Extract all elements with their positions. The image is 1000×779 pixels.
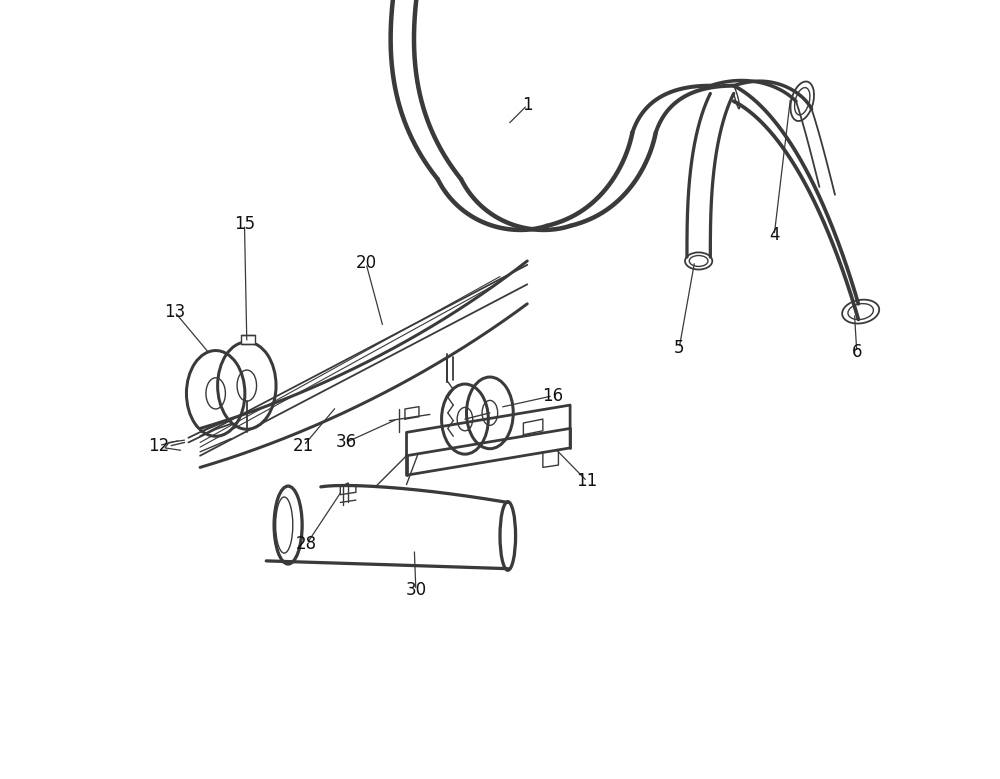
Text: 30: 30 xyxy=(405,581,426,600)
Text: 4: 4 xyxy=(769,226,779,245)
Text: 20: 20 xyxy=(355,254,377,273)
Text: 21: 21 xyxy=(293,436,314,455)
Text: 16: 16 xyxy=(542,386,564,405)
Text: 6: 6 xyxy=(852,343,862,361)
Text: 36: 36 xyxy=(335,433,356,452)
Text: 11: 11 xyxy=(577,472,598,491)
Text: 13: 13 xyxy=(164,302,185,321)
Text: 15: 15 xyxy=(234,215,255,234)
FancyBboxPatch shape xyxy=(241,335,255,344)
Text: 1: 1 xyxy=(522,96,533,115)
Text: 5: 5 xyxy=(674,339,684,358)
Text: 12: 12 xyxy=(148,436,169,455)
Text: 28: 28 xyxy=(296,534,317,553)
